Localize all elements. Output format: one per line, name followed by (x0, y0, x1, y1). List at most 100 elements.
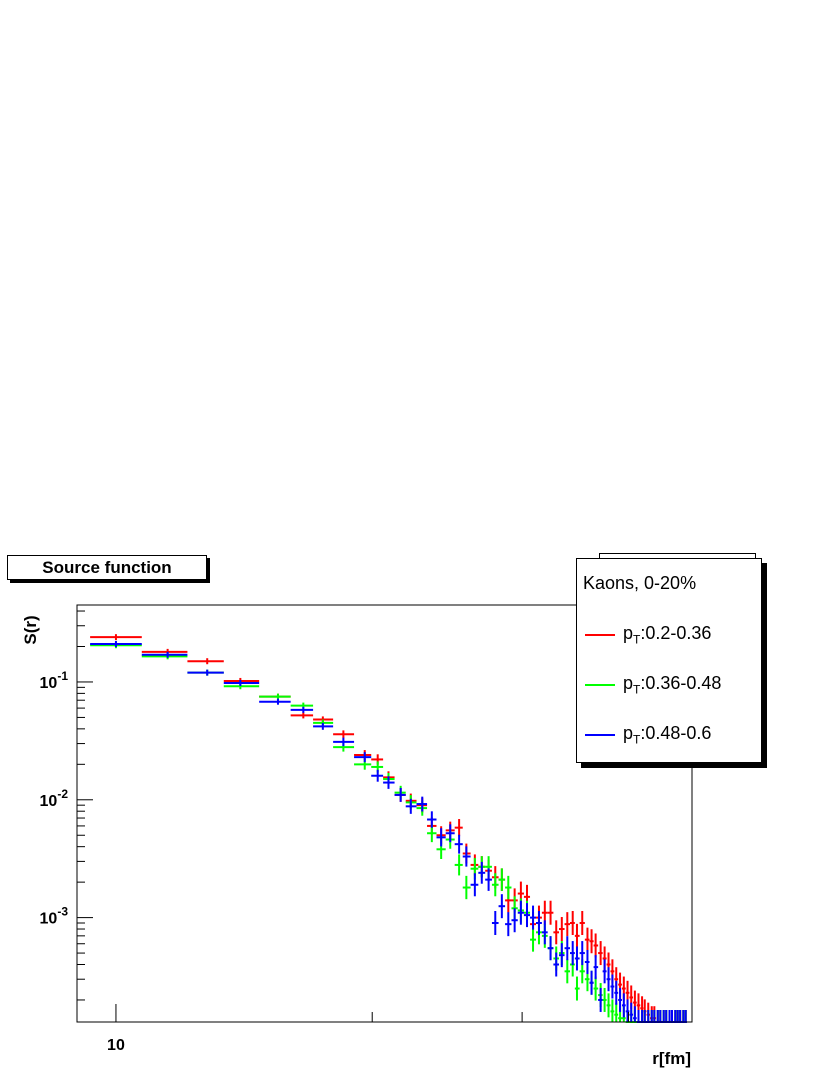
data-point (187, 669, 224, 676)
x-axis-label: r[fm] (652, 1049, 691, 1068)
data-point (454, 834, 463, 854)
data-point (662, 1010, 665, 1023)
data-point (653, 1010, 657, 1023)
data-point (584, 927, 590, 952)
x-tick-label: 10 (107, 1037, 125, 1054)
data-point (656, 1010, 660, 1023)
data-point (614, 1002, 619, 1022)
data-point (570, 910, 575, 935)
data-point (541, 920, 548, 945)
data-point (141, 651, 188, 658)
data-point (574, 923, 580, 948)
data-point (670, 1010, 674, 1023)
data-point (290, 712, 314, 719)
data-point (633, 1006, 637, 1022)
data-point (636, 1010, 641, 1023)
legend-swatch-red (585, 634, 615, 636)
data-point (640, 1010, 644, 1023)
y-tick-label: 10-1 (40, 669, 69, 692)
data-point (259, 693, 291, 700)
data-point (478, 861, 486, 884)
data-point (593, 933, 599, 958)
data-point (333, 730, 355, 739)
data-point (530, 927, 537, 952)
legend-entry-red: pT:0.2-0.36 (585, 623, 755, 647)
data-point (589, 970, 594, 995)
data-point (602, 959, 607, 984)
legend-label-blue: pT:0.48-0.6 (623, 723, 712, 747)
legend-swatch-blue (585, 734, 615, 736)
data-point (436, 828, 446, 847)
data-point (681, 1010, 685, 1023)
data-point (564, 936, 571, 961)
data-point (547, 900, 554, 925)
data-point (606, 967, 611, 992)
data-point (427, 811, 437, 828)
data-point (445, 824, 455, 843)
legend-swatch-green (585, 684, 615, 686)
chart-title: Source function (7, 555, 207, 580)
data-point (564, 912, 571, 937)
data-point (462, 846, 471, 867)
data-point (371, 769, 384, 782)
data-point (621, 993, 626, 1018)
data-point (462, 875, 471, 900)
legend-entry-green: pT:0.36-0.48 (585, 673, 755, 697)
legend-label-green: pT:0.36-0.48 (623, 673, 722, 697)
data-point (579, 941, 585, 966)
data-point (536, 910, 542, 935)
data-point (678, 1010, 682, 1023)
data-point (625, 999, 630, 1022)
data-point (454, 819, 463, 837)
data-point (602, 987, 607, 1012)
data-point (354, 752, 372, 763)
data-point (574, 946, 580, 971)
axes: 10-1 10-2 10-3 10 (40, 610, 629, 1054)
data-point (659, 1010, 663, 1023)
data-point (559, 943, 565, 968)
data-point (223, 683, 260, 690)
data-point (405, 798, 417, 814)
data-point (223, 679, 260, 686)
legend-label-red: pT:0.2-0.36 (623, 623, 712, 647)
data-point (684, 1010, 687, 1023)
data-point (491, 873, 499, 897)
data-point (491, 910, 499, 935)
data-point (523, 903, 531, 928)
data-point (559, 917, 565, 942)
data-point (505, 912, 512, 937)
data-point (383, 776, 395, 789)
data-point (259, 698, 291, 705)
data-point (584, 949, 590, 974)
data-point (676, 1010, 679, 1023)
data-point (333, 737, 355, 747)
data-point (485, 868, 492, 891)
data-point (517, 900, 524, 925)
data-point (618, 987, 622, 1012)
data-point (505, 875, 512, 900)
data-point (498, 894, 506, 919)
data-point (610, 999, 615, 1022)
data-point (629, 1002, 634, 1022)
data-point (667, 1010, 671, 1023)
y-tick-label: 10-2 (40, 787, 69, 810)
series-2 (90, 640, 687, 1023)
data-point (394, 787, 406, 802)
data-point (574, 976, 580, 1001)
data-point (313, 722, 334, 730)
data-point (598, 941, 603, 966)
data-point (598, 987, 603, 1012)
data-point (511, 908, 518, 933)
data-point (664, 1010, 668, 1023)
y-axis-label: S(r) (21, 615, 40, 644)
data-point (547, 936, 554, 961)
data-point (416, 796, 428, 812)
data-point (650, 1010, 654, 1023)
legend: Kaons, 0-20% pT:0.2-0.36 pT:0.36-0.48 pT… (576, 558, 762, 763)
y-tick-label: 10-3 (40, 905, 69, 928)
data-point (290, 702, 314, 709)
data-point (354, 750, 372, 760)
data-point (553, 920, 560, 945)
data-point (90, 634, 142, 641)
